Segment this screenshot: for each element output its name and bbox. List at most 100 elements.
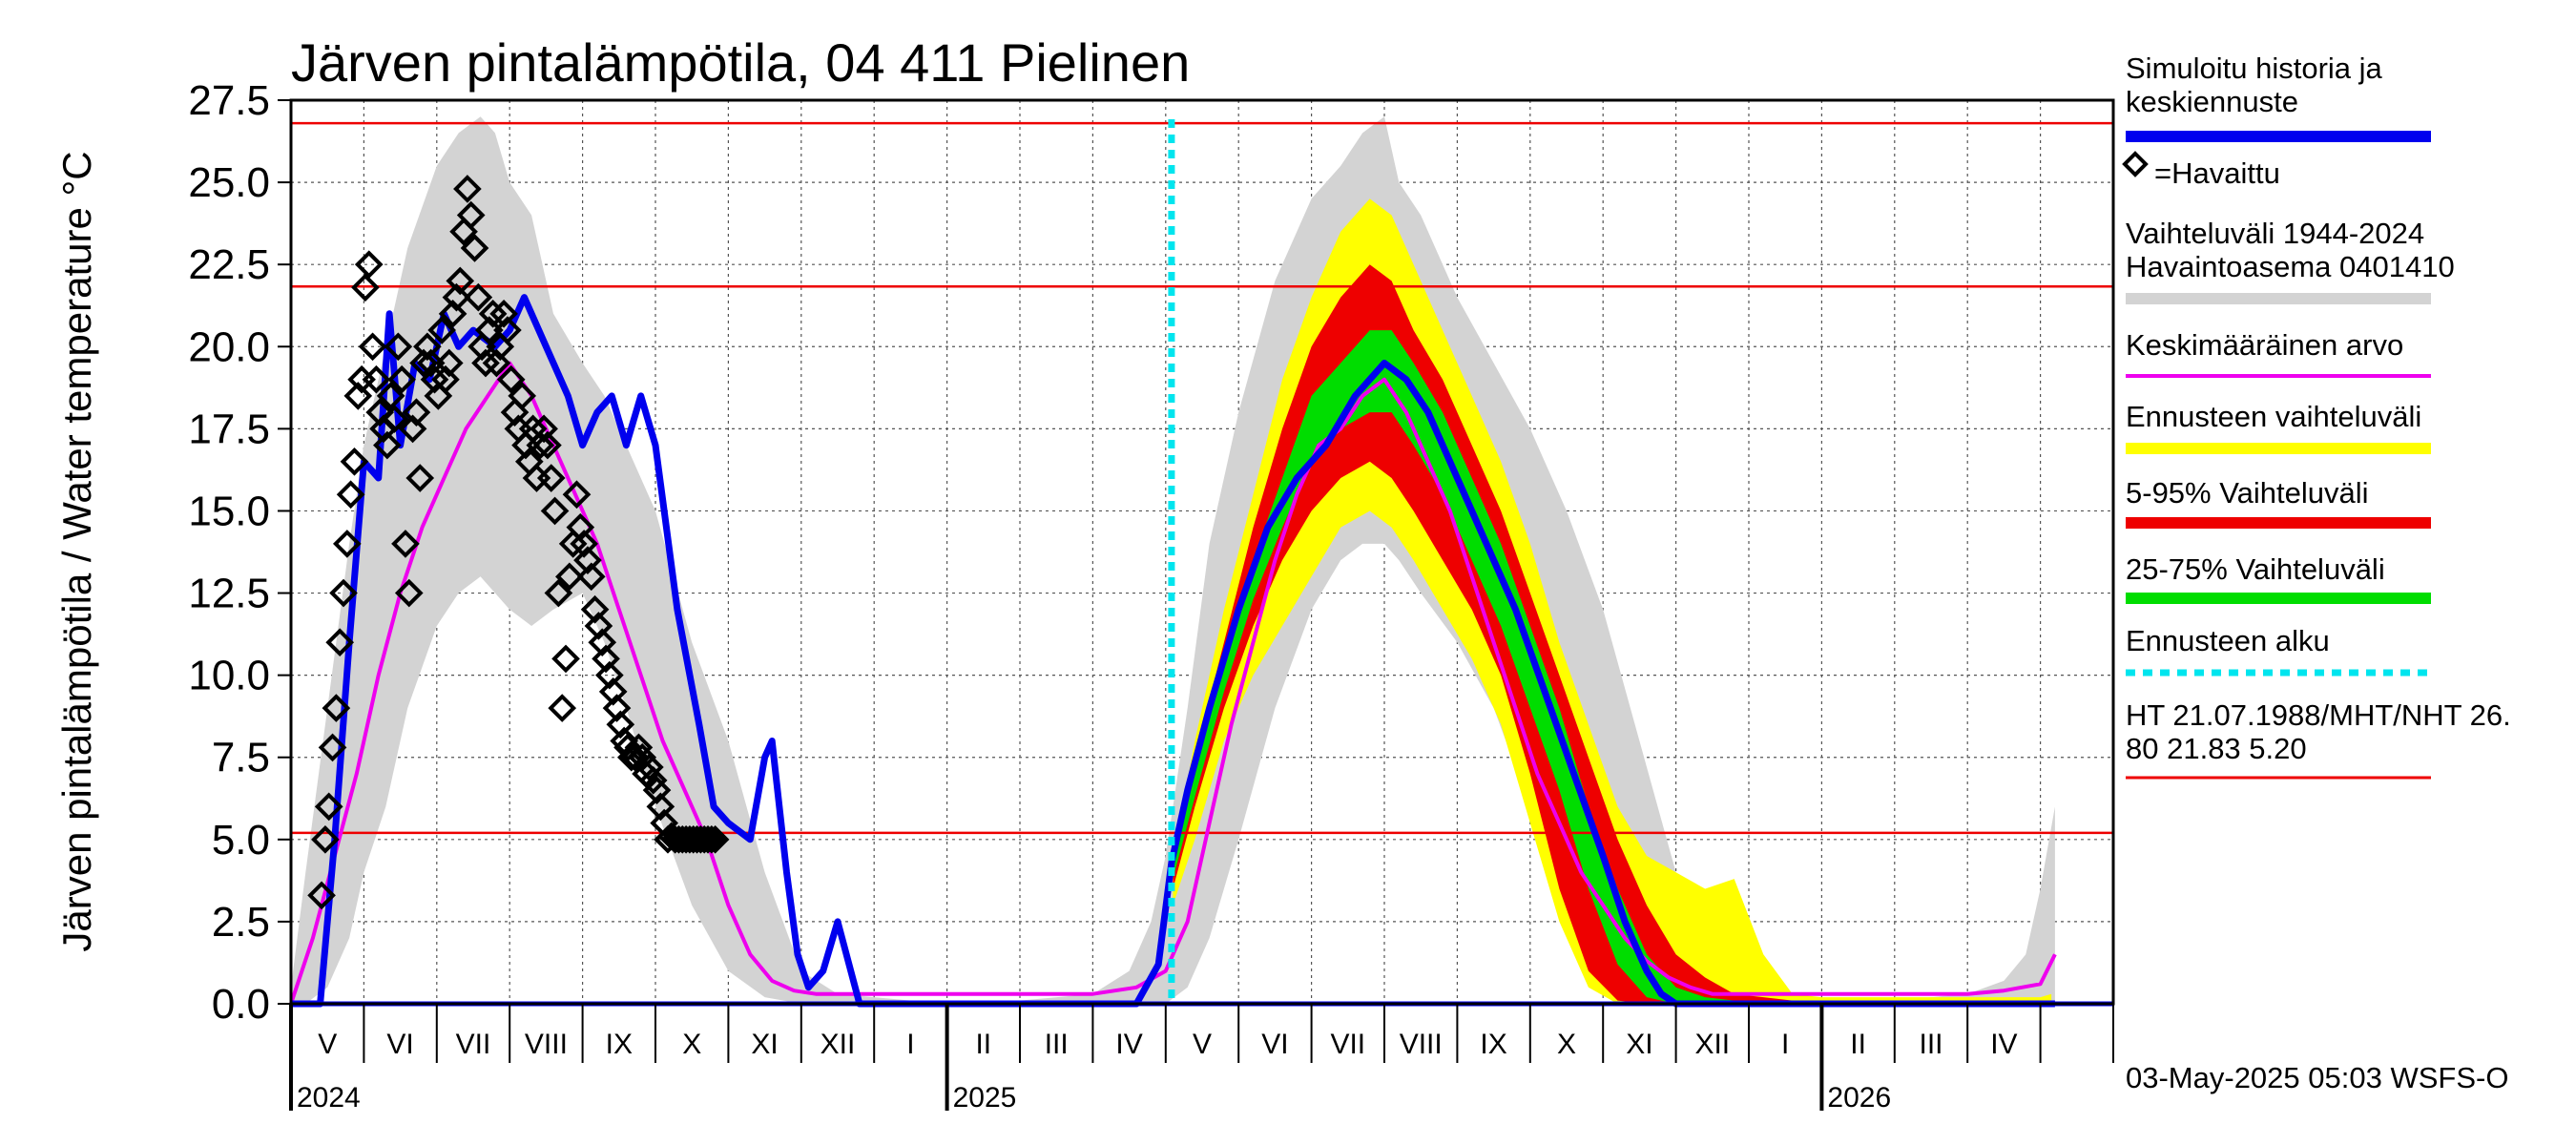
observed-point [598,677,628,706]
observed-point [413,332,442,362]
month-label: I [1781,1029,1789,1060]
legend-label-mean: Keskimääräinen arvo [2126,328,2403,362]
observed-point [314,792,343,822]
observed-point [325,628,355,657]
legend-label-fc_start: Ennusteen alku [2126,624,2330,657]
y-tick-label: 25.0 [188,159,270,206]
month-label: III [1045,1029,1069,1060]
legend-label-range: Vaihteluväli 1944-2024 [2126,217,2424,250]
legend-label-fc_range: Ennusteen vaihteluväli [2126,400,2421,433]
observed-point [340,447,369,476]
observed-point [427,316,456,344]
observed-point [409,348,438,378]
observed-point [592,644,620,674]
y-tick-label: 22.5 [188,241,270,288]
plot-frame [289,98,2115,1006]
year-label: 2025 [953,1082,1017,1114]
observed-point [508,382,537,410]
legend-label-obs: =Havaittu [2154,156,2280,190]
legend-label-ht: HT 21.07.1988/MHT/NHT 26. [2126,698,2511,732]
observed-point [616,742,646,772]
month-label: IV [1990,1029,2017,1060]
observed-point [387,364,416,394]
observed-point [530,414,558,444]
observed-point [416,348,446,378]
observed-point [453,175,482,203]
observed-point [442,282,471,312]
observed-point [646,792,675,822]
observed-point [566,512,595,542]
observed-markers [307,175,730,910]
month-label: XI [751,1029,778,1060]
observed-point [318,733,347,762]
observed-point [573,546,602,574]
observed-point [489,300,518,328]
y-tick-label: 17.5 [188,406,270,452]
observed-point [446,266,475,296]
observed-point [638,766,668,795]
month-label: I [906,1029,914,1060]
observed-point [471,348,500,378]
legend-symbol-obs [2122,151,2149,177]
year-label: 2026 [1827,1082,1891,1114]
observed-point [464,282,493,312]
observed-point [696,824,726,854]
observed-point [493,316,522,344]
footer-timestamp: 03-May-2025 05:03 WSFS-O [2126,1061,2508,1094]
month-label: VII [1330,1029,1365,1060]
observed-point [384,332,413,362]
y-tick-label: 10.0 [188,653,270,699]
month-label: X [682,1029,701,1060]
observed-point [394,578,424,608]
observed-point [322,694,351,722]
axis-layer: 0.0 2.5 5.0 7.5 10.0 12.5 15.0 17.5 20.0 22.5 25.0… [188,77,2114,1114]
month-label: II [975,1029,991,1060]
month-label: XI [1626,1029,1652,1060]
month-label: VI [386,1029,413,1060]
legend-label-p25_75: 25-75% Vaihteluväli [2126,552,2385,586]
y-tick-label: 5.0 [212,817,270,864]
month-label: II [1850,1029,1866,1060]
forecast-5-95-band [1173,264,2052,1004]
legend-label-sim: keskiennuste [2126,85,2298,118]
observed-point [362,364,391,394]
historical-range-band [291,116,2055,1004]
y-tick-label: 20.0 [188,323,270,370]
month-label: V [1193,1029,1212,1060]
observed-point [354,250,384,280]
simulated-mean-line [291,294,2055,1008]
observed-point [311,824,340,854]
y-tick-label: 7.5 [212,735,270,781]
observed-point [431,364,460,394]
month-label: IX [606,1029,633,1060]
observed-point [391,530,420,558]
observed-point [482,348,511,378]
observed-point [635,753,664,781]
legend-label-range: Havaintoasema 0401410 [2126,250,2455,283]
observed-point [376,382,405,410]
observed-point [496,364,526,394]
observed-point [336,480,365,510]
observed-point [373,430,402,460]
year-label: 2024 [297,1082,361,1114]
observed-point [398,414,427,444]
observed-point [402,398,431,427]
y-tick-label: 15.0 [188,488,270,534]
observed-point [580,594,610,624]
month-label: IV [1115,1029,1142,1060]
observed-point [588,628,617,657]
observed-point [351,273,380,302]
observed-point [544,578,573,608]
observed-point [365,398,395,427]
y-tick-label: 2.5 [212,899,270,946]
observed-point [562,480,592,510]
observed-point [584,612,613,640]
month-label: XII [821,1029,856,1060]
observed-point [343,382,373,410]
observed-point [307,881,336,910]
chart-title: Järven pintalämpötila, 04 411 Pielinen [291,32,1190,93]
observed-point [456,200,486,230]
observed-point [694,824,722,854]
